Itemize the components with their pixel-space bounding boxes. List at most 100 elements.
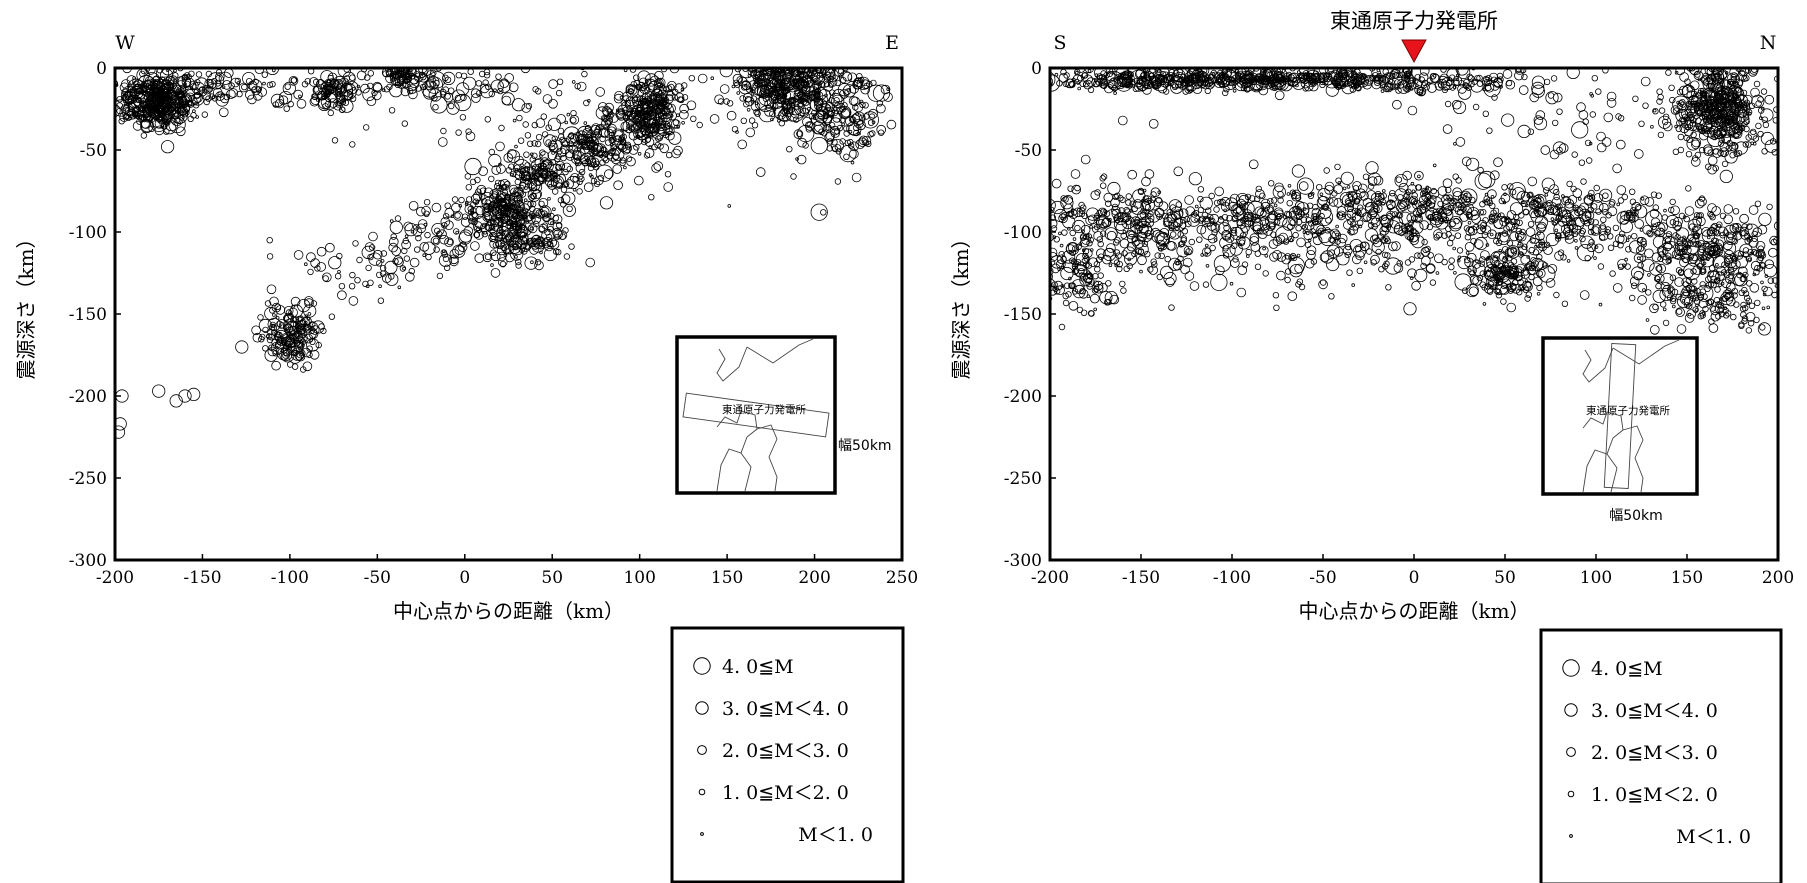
hypocenter-point (458, 204, 463, 208)
y-tick-label: -150 (69, 305, 107, 325)
hypocenter-point (655, 135, 662, 142)
hypocenter-point (1640, 197, 1645, 201)
hypocenter-point (609, 147, 617, 154)
hypocenter-point (402, 266, 406, 271)
hypocenter-point (1008, 78, 1014, 84)
hypocenter-point (820, 209, 827, 216)
hypocenter-point (748, 117, 756, 124)
hypocenter-point (497, 87, 504, 95)
hypocenter-point (539, 250, 543, 255)
hypocenter-point (262, 345, 269, 352)
hypocenter-point (726, 110, 737, 121)
hypocenter-point (572, 132, 583, 142)
hypocenter-point (138, 90, 143, 95)
hypocenter-point (1677, 133, 1685, 141)
hypocenter-point (421, 68, 432, 76)
hypocenter-point (194, 92, 201, 99)
hypocenter-point (796, 154, 807, 165)
hypocenter-point (386, 83, 393, 91)
chart-south-north: -200 -150 -100 -50 0 50 100 150 2000-50-100-150-… (947, 9, 1794, 883)
hypocenter-point (547, 197, 551, 201)
hypocenter-point (328, 79, 339, 90)
hypocenter-point (804, 121, 815, 131)
hypocenter-point (440, 217, 451, 227)
hypocenter-point (380, 259, 385, 263)
hypocenter-point (1067, 185, 1074, 192)
hypocenter-point (522, 121, 529, 128)
hypocenter-point (440, 127, 447, 135)
hypocenter-point (795, 76, 810, 90)
hypocenter-point (676, 125, 680, 129)
hypocenter-point (947, 78, 956, 87)
hypocenter-point (1181, 227, 1188, 235)
x-tick-label: -100 (271, 568, 309, 588)
hypocenter-point (122, 94, 129, 101)
hypocenter-point (630, 80, 637, 88)
hypocenter-point (444, 93, 451, 100)
hypocenter-point (555, 248, 562, 256)
hypocenter-point (298, 94, 302, 99)
hypocenter-point (1282, 215, 1287, 219)
hypocenter-point (982, 251, 988, 257)
hypocenter-point (599, 196, 614, 210)
hypocenter-point (522, 174, 532, 185)
hypocenter-point (201, 111, 208, 118)
hypocenter-point (453, 228, 460, 235)
hypocenter-point (1472, 103, 1480, 111)
hypocenter-point (451, 202, 461, 213)
hypocenter-point (492, 241, 500, 249)
hypocenter-point (994, 219, 1003, 228)
hypocenter-point (430, 96, 448, 114)
hypocenter-point (829, 73, 836, 80)
hypocenter-point (552, 188, 559, 195)
hypocenter-point (852, 124, 860, 131)
hypocenter-point (1074, 71, 1079, 75)
hypocenter-point (1340, 171, 1354, 185)
hypocenter-point (1665, 69, 1672, 76)
hypocenter-point (1074, 224, 1081, 232)
hypocenter-point (1527, 176, 1538, 187)
hypocenter-point (464, 157, 482, 176)
hypocenter-point (1551, 119, 1559, 127)
hypocenter-point (452, 244, 466, 258)
hypocenter-point (1601, 137, 1612, 147)
hypocenter-point (1270, 197, 1278, 204)
hypocenter-point (815, 104, 823, 111)
hypocenter-point (773, 106, 788, 120)
hypocenter-point (1580, 178, 1587, 185)
hypocenter-point (495, 141, 505, 152)
hypocenter-point (1432, 163, 1437, 168)
hypocenter-point (815, 109, 826, 119)
hypocenter-point (662, 96, 670, 104)
hypocenter-point (797, 100, 804, 108)
hypocenter-point (1593, 184, 1600, 192)
hypocenter-point (500, 237, 507, 244)
y-tick-label: -300 (69, 551, 107, 571)
hypocenter-point (335, 86, 343, 93)
hypocenter-point (812, 75, 819, 83)
hypocenter-point (437, 229, 447, 240)
hypocenter-point (108, 117, 114, 123)
hypocenter-point (823, 125, 830, 132)
hypocenter-point (842, 68, 849, 72)
hypocenter-point (606, 148, 620, 162)
hypocenter-point (1644, 197, 1655, 207)
hypocenter-point (1509, 202, 1524, 216)
hypocenter-point (734, 81, 741, 88)
hypocenter-point (644, 86, 651, 94)
hypocenter-point (1616, 139, 1626, 150)
hypocenter-point (1255, 185, 1262, 193)
hypocenter-point (643, 152, 651, 159)
hypocenter-point (604, 153, 609, 158)
hypocenter-point (426, 75, 440, 90)
hypocenter-point (228, 88, 239, 98)
hypocenter-point (375, 260, 383, 267)
hypocenter-point (493, 216, 504, 227)
hypocenter-point (737, 139, 747, 150)
hypocenter-point (464, 202, 469, 207)
hypocenter-point (185, 86, 189, 91)
hypocenter-point (510, 208, 520, 219)
hypocenter-point (1669, 96, 1676, 104)
hypocenter-point (1306, 231, 1310, 236)
hypocenter-point (331, 137, 339, 144)
